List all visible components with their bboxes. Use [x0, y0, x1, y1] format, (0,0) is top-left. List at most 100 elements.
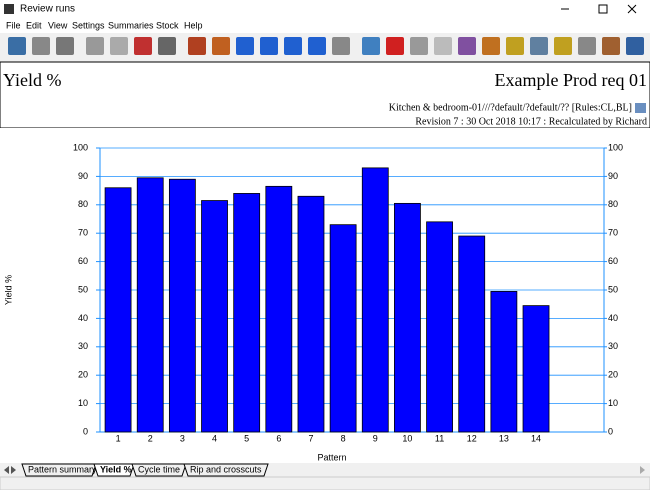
y2-tick-label: 50: [608, 284, 618, 294]
toolbar-button[interactable]: [56, 37, 74, 55]
bar: [168, 178, 196, 433]
y2-tick-label: 30: [608, 341, 618, 351]
x-tick-label: 12: [467, 433, 477, 443]
toolbar-button[interactable]: [626, 37, 644, 55]
status-bar: [0, 476, 650, 490]
toolbar-button[interactable]: [506, 37, 524, 55]
header-title: Yield %: [3, 70, 62, 90]
toolbar-button[interactable]: [362, 37, 380, 55]
toolbar-button[interactable]: [284, 37, 302, 55]
toolbar-button[interactable]: [578, 37, 596, 55]
bar: [426, 221, 453, 433]
y-tick-label: 20: [78, 370, 88, 380]
close-button[interactable]: [627, 4, 637, 14]
x-tick-label: 11: [435, 433, 444, 443]
y-axis-label: Yield %: [3, 275, 13, 305]
y-tick-label: 80: [78, 199, 88, 209]
x-tick-label: 4: [212, 433, 217, 443]
x-tick-label: 5: [244, 433, 249, 443]
toolbar-button[interactable]: [602, 37, 620, 55]
menu-bar: [0, 18, 650, 33]
bar: [233, 193, 261, 433]
tab[interactable]: [131, 463, 187, 477]
menu-item[interactable]: File: [6, 20, 21, 30]
bar: [329, 224, 357, 433]
toolbar-button[interactable]: [410, 37, 428, 55]
bar: [265, 185, 293, 433]
toolbar-button[interactable]: [32, 37, 50, 55]
bar: [394, 202, 421, 433]
menu-item[interactable]: Edit: [26, 20, 42, 30]
y-tick-label: 60: [78, 256, 88, 266]
tab-label[interactable]: Cycle time: [138, 464, 180, 474]
y2-tick-label: 0: [608, 426, 613, 436]
toolbar-button[interactable]: [332, 37, 350, 55]
window-title: Review runs: [20, 4, 75, 15]
toolbar-button[interactable]: [158, 37, 176, 55]
y2-tick-label: 100: [608, 142, 623, 152]
app-icon: [4, 4, 14, 14]
y-tick-label: 0: [83, 426, 88, 436]
report-header: [0, 61, 650, 129]
x-tick-label: 3: [180, 433, 185, 443]
x-tick-label: 2: [148, 433, 153, 443]
bar: [136, 177, 164, 433]
menu-item[interactable]: Settings: [72, 20, 105, 30]
tab[interactable]: [93, 463, 135, 477]
toolbar-button[interactable]: [482, 37, 500, 55]
scroll-right[interactable]: [640, 466, 645, 474]
bar: [361, 167, 389, 433]
y-tick-label: 100: [73, 142, 88, 152]
x-tick-label: 14: [531, 433, 541, 443]
y2-tick-label: 90: [608, 171, 618, 181]
tab-scroll[interactable]: [4, 466, 16, 474]
x-axis-label: Pattern: [317, 452, 346, 462]
toolbar-button[interactable]: [260, 37, 278, 55]
x-tick-label: 7: [308, 433, 313, 443]
menu-item[interactable]: Help: [184, 20, 203, 30]
x-tick-label: 13: [499, 433, 509, 443]
tab-label[interactable]: Pattern summary: [28, 464, 97, 474]
y-tick-label: 40: [78, 313, 88, 323]
tab[interactable]: [183, 463, 269, 477]
toolbar-button[interactable]: [86, 37, 104, 55]
toolbar-button[interactable]: [554, 37, 572, 55]
x-tick-label: 8: [341, 433, 346, 443]
toolbar-button[interactable]: [434, 37, 452, 55]
toolbar-button[interactable]: [308, 37, 326, 55]
bar: [458, 235, 486, 433]
toolbar-button[interactable]: [110, 37, 128, 55]
y2-tick-label: 10: [608, 398, 618, 408]
toolbar-button[interactable]: [236, 37, 254, 55]
header-job: Example Prod req 01: [495, 70, 647, 90]
tab[interactable]: [21, 463, 97, 477]
details-button[interactable]: [635, 103, 646, 113]
y2-tick-label: 80: [608, 199, 618, 209]
menu-item[interactable]: Summaries: [108, 20, 154, 30]
toolbar-button[interactable]: [134, 37, 152, 55]
y-tick-label: 30: [78, 341, 88, 351]
tabs: Pattern summary Yield % Cycle time Rip and …: [21, 463, 269, 477]
toolbar-button[interactable]: [8, 37, 26, 55]
maximize-button[interactable]: [598, 4, 608, 14]
toolbar-button[interactable]: [386, 37, 404, 55]
toolbar-button[interactable]: [458, 37, 476, 55]
chart-area: [0, 128, 650, 463]
toolbar-button[interactable]: [530, 37, 548, 55]
toolbar-button[interactable]: [212, 37, 230, 55]
toolbar-icons: [8, 37, 644, 55]
toolbar-button[interactable]: [188, 37, 206, 55]
chart: 0 10 20 30 40 50 60 70 80 90 100 0 10 20 30 40 50 60 70 80 9…: [3, 142, 623, 462]
x-tick-label: 1: [116, 433, 121, 443]
menu-item[interactable]: View: [48, 20, 68, 30]
tab-label[interactable]: Yield %: [100, 464, 132, 474]
bar: [201, 200, 228, 433]
tab-label[interactable]: Rip and crosscuts: [190, 464, 262, 474]
y-tick-label: 10: [78, 398, 88, 408]
menu-item[interactable]: Stock: [156, 20, 179, 30]
y2-tick-label: 20: [608, 370, 618, 380]
header-revision: Revision 7 : 30 Oct 2018 10:17 : Recalcu…: [415, 116, 647, 127]
x-tick-label: 10: [402, 433, 412, 443]
